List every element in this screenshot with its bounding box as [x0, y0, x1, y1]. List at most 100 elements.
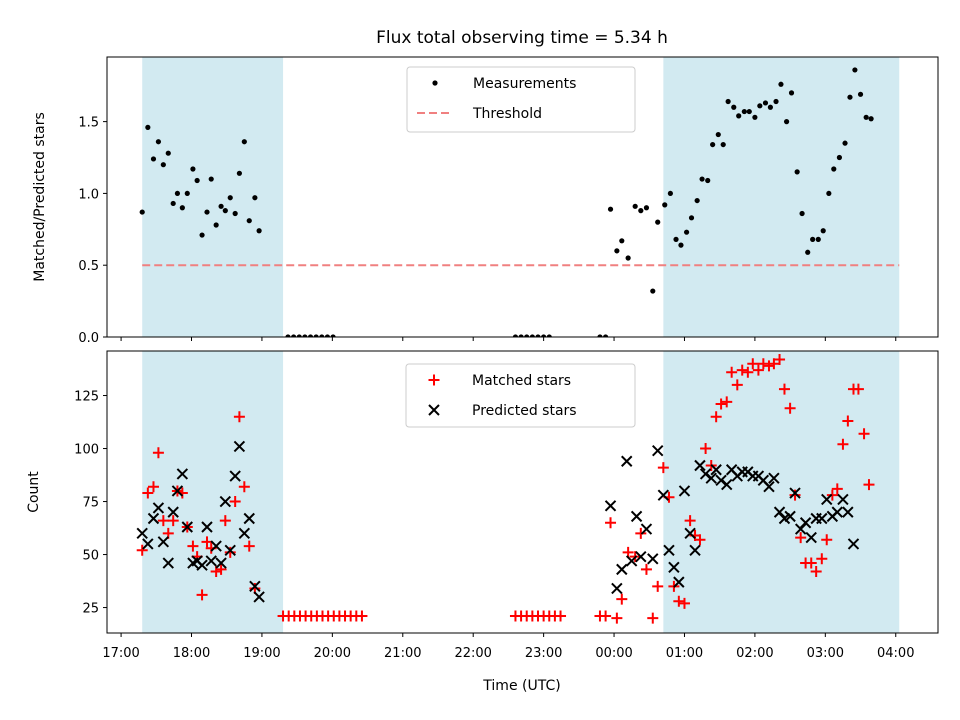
series-points: [136, 353, 875, 624]
y-tick-label: 25: [82, 602, 99, 617]
data-point: [715, 131, 721, 138]
data-point: [142, 538, 154, 550]
data-point: [650, 288, 656, 294]
legend-marker: [428, 374, 440, 386]
data-point: [647, 553, 659, 565]
data-point: [638, 208, 644, 214]
legend-frame: [405, 363, 636, 428]
series-points: [139, 67, 874, 337]
data-point: [688, 215, 695, 221]
data-point: [176, 468, 189, 480]
data-point: [684, 515, 696, 527]
data-point: [611, 582, 623, 595]
data-point: [605, 517, 617, 529]
data-point: [857, 91, 864, 97]
data-point: [625, 555, 638, 567]
data-point: [233, 440, 246, 453]
data-point: [805, 531, 817, 544]
data-point: [232, 210, 238, 217]
data-point: [655, 219, 661, 225]
data-point: [201, 521, 213, 533]
data-point: [694, 197, 700, 204]
data-point: [199, 232, 205, 238]
x-tick-label: 18:00: [173, 646, 210, 661]
data-point: [694, 459, 706, 472]
ratio-panel: 0.0 0.5 1.0 1.5 Matched/Predicted stars Measu…: [32, 56, 939, 346]
data-point: [227, 195, 233, 201]
x-tick-label: 19:00: [243, 646, 280, 661]
data-point: [821, 493, 833, 506]
x-tick-label: 01:00: [666, 646, 703, 661]
data-point: [763, 360, 775, 372]
data-point: [541, 334, 547, 337]
data-point: [673, 595, 685, 607]
data-point: [778, 81, 784, 87]
data-point: [863, 114, 869, 120]
data-point: [773, 506, 786, 518]
x-tick-label: 02:00: [736, 646, 773, 661]
y-tick-label: 100: [74, 443, 99, 458]
data-point: [611, 612, 623, 624]
data-point: [720, 141, 726, 148]
data-point: [241, 139, 247, 145]
data-point: [762, 100, 769, 106]
data-point: [816, 553, 828, 565]
data-point: [788, 90, 795, 96]
data-point: [291, 334, 297, 337]
data-point: [652, 444, 664, 457]
data-point: [179, 205, 185, 211]
data-point: [181, 521, 193, 533]
data-point: [657, 462, 669, 474]
data-point: [555, 610, 567, 622]
data-point: [196, 559, 208, 571]
data-point: [229, 496, 241, 508]
data-point: [673, 576, 685, 588]
data-point: [307, 334, 314, 337]
data-point: [699, 176, 705, 182]
data-point: [842, 140, 848, 146]
data-point: [215, 557, 227, 569]
data-point: [821, 534, 833, 546]
data-point: [795, 532, 807, 544]
data-point: [831, 506, 844, 518]
data-point: [747, 358, 759, 370]
data-point: [810, 566, 822, 578]
count-panel: 25 50 75 100 125 17:00 18:00 19:00 20:00 21:00 22:…: [26, 350, 939, 661]
data-point: [136, 527, 148, 540]
data-point: [810, 236, 816, 242]
data-point: [147, 512, 160, 525]
x-tick-label: 22:00: [454, 646, 491, 661]
data-point: [218, 203, 224, 209]
data-point: [187, 540, 199, 552]
data-point: [535, 334, 541, 337]
data-point: [614, 248, 620, 254]
data-point: [204, 209, 210, 215]
data-point: [667, 190, 673, 197]
data-point: [726, 366, 738, 378]
y-tick-label: 75: [82, 496, 99, 511]
data-point: [621, 455, 633, 467]
data-point: [208, 176, 214, 182]
data-point: [165, 150, 171, 156]
y-tick-label: 1.5: [78, 116, 99, 131]
data-point: [167, 506, 179, 518]
data-point: [518, 334, 524, 337]
legend-marker: [428, 404, 440, 416]
legend-label: Measurements: [473, 76, 576, 92]
data-point: [600, 610, 612, 622]
data-point: [597, 334, 603, 337]
data-point: [863, 479, 875, 491]
legend-label: Threshold: [472, 106, 542, 122]
observing-span: [663, 57, 900, 337]
data-point: [147, 481, 159, 493]
data-point: [157, 536, 170, 548]
data-point: [224, 546, 236, 558]
data-point: [616, 593, 628, 605]
data-point: [852, 383, 864, 395]
legend-frame: [406, 66, 636, 133]
data-point: [256, 228, 262, 234]
data-point: [152, 447, 164, 459]
data-point: [805, 557, 817, 569]
data-point: [162, 557, 174, 569]
data-point: [152, 502, 165, 514]
